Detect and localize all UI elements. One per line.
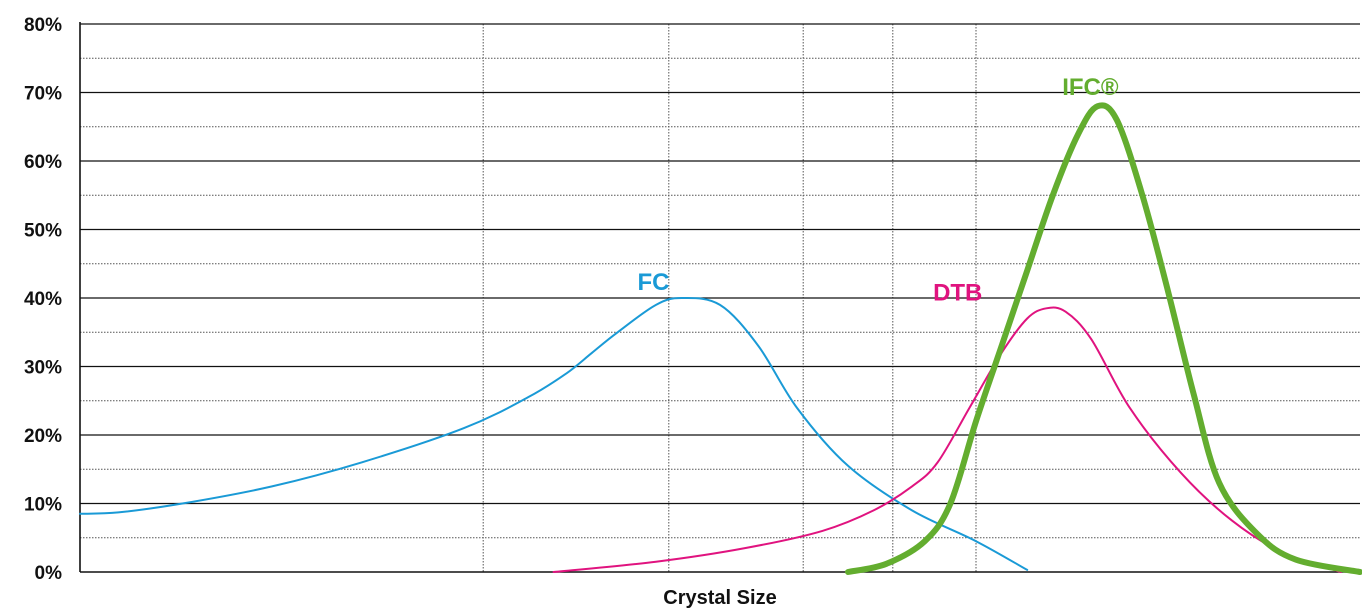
y-tick-label: 0% (35, 563, 63, 584)
y-tick-label: 50% (24, 221, 62, 242)
y-tick-labels: 0% 10% 20% 30% 40% 50% 60% 70% 80% (24, 15, 62, 584)
dtb-label: DTB (933, 279, 982, 306)
ifc-label: IFC® (1062, 74, 1119, 101)
y-tick-label: 30% (24, 358, 62, 379)
fc-label: FC (637, 269, 669, 296)
series-lines (79, 102, 1362, 575)
y-tick-label: 70% (24, 84, 62, 105)
ifc-series-line (845, 102, 1362, 575)
axes (79, 22, 1360, 573)
major-gridlines (80, 23, 1360, 505)
y-tick-label: 10% (24, 495, 62, 516)
y-tick-label: 40% (24, 289, 62, 310)
series-labels: FC DTB IFC® (637, 74, 1119, 306)
minor-gridlines (80, 24, 1360, 572)
y-tick-label: 60% (24, 152, 62, 173)
x-axis-title: Crystal Size (663, 587, 776, 609)
dtb-series-line (552, 306, 1342, 573)
y-tick-label: 20% (24, 426, 62, 447)
y-tick-label: 80% (24, 15, 62, 36)
fc-series-line (79, 296, 1029, 571)
